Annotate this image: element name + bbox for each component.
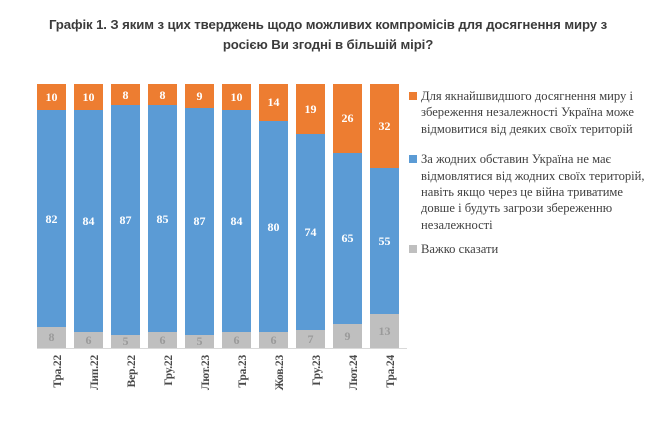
bar-segment-bottom[interactable]: 6 [222,332,251,348]
bar-segment-top[interactable]: 32 [370,84,399,168]
bar-segment-middle[interactable]: 55 [370,168,399,313]
legend-swatch-gray [409,245,417,253]
x-axis-tick-label: Тра.24 [370,353,399,419]
bar-segment-top[interactable]: 10 [222,84,251,110]
bar-segment-top[interactable]: 8 [111,84,140,105]
bar-value-label: 82 [46,213,58,225]
bar-segment-bottom[interactable]: 9 [333,324,362,348]
bar-value-label: 55 [379,235,391,247]
legend-item[interactable]: За жодних обставин Україна не має відмов… [409,151,649,233]
bar-value-label: 8 [49,331,55,343]
bar-value-label: 80 [268,221,280,233]
bar-value-label: 32 [379,120,391,132]
bar-segment-middle[interactable]: 87 [111,105,140,335]
bar-value-label: 10 [231,91,243,103]
bar-value-label: 87 [194,215,206,227]
bar-segment-middle[interactable]: 84 [74,110,103,332]
bar-value-label: 13 [379,325,391,337]
bar-segment-middle[interactable]: 82 [37,110,66,326]
bar-segment-middle[interactable]: 80 [259,121,288,332]
x-axis-tick-label: Лют.24 [333,353,362,419]
bar-segment-top[interactable]: 9 [185,84,214,108]
bar-column[interactable]: 26 65 9 [333,84,362,348]
bar-column[interactable]: 9 87 5 [185,84,214,348]
bar-segment-middle[interactable]: 87 [185,108,214,335]
chart-title: Графік 1. З яким з цих тверджень щодо мо… [38,15,618,55]
bar-segment-top[interactable]: 19 [296,84,325,134]
bar-value-label: 85 [157,213,169,225]
x-axis-tick-label: Жов.23 [259,353,288,419]
x-axis-tick-label: Лип.22 [74,353,103,419]
bar-column[interactable]: 19 74 7 [296,84,325,348]
bar-value-label: 74 [305,226,317,238]
bar-value-label: 7 [308,333,314,345]
x-axis-tick-label: Гру.23 [296,353,325,419]
bar-value-label: 6 [86,334,92,346]
bar-value-label: 5 [123,335,129,347]
legend-label: Для якнайшвидшого досягнення миру і збер… [421,88,647,137]
bar-segment-top[interactable]: 10 [37,84,66,110]
x-axis-tick-label: Тра.23 [222,353,251,419]
x-axis-tick-label: Тра.22 [37,353,66,419]
bar-value-label: 26 [342,112,354,124]
bar-segment-bottom[interactable]: 7 [296,330,325,348]
bar-column[interactable]: 8 87 5 [111,84,140,348]
bar-value-label: 84 [83,215,95,227]
chart-container: Графік 1. З яким з цих тверджень щодо мо… [0,0,654,422]
bar-segment-middle[interactable]: 85 [148,105,177,332]
x-axis-tick-label: Гру.22 [148,353,177,419]
bar-segment-bottom[interactable]: 5 [111,335,140,348]
bar-segment-bottom[interactable]: 6 [74,332,103,348]
bar-segment-bottom[interactable]: 6 [259,332,288,348]
bar-segment-middle[interactable]: 65 [333,153,362,325]
bar-column[interactable]: 10 82 8 [37,84,66,348]
bar-value-label: 84 [231,215,243,227]
x-axis-tick-label: Лют.23 [185,353,214,419]
legend-item[interactable]: Важко сказати [409,241,649,257]
bar-column[interactable]: 14 80 6 [259,84,288,348]
bar-value-label: 87 [120,214,132,226]
bar-segment-top[interactable]: 26 [333,84,362,153]
legend-swatch-orange [409,92,417,100]
bar-value-label: 8 [160,89,166,101]
legend-item[interactable]: Для якнайшвидшого досягнення миру і збер… [409,88,649,137]
bar-value-label: 10 [83,91,95,103]
plot-area: 10 82 8 10 84 6 8 87 5 8 85 6 9 87 5 10 84 6 14 80 6 19 74 7 26 6… [37,84,407,348]
bar-column[interactable]: 32 55 13 [370,84,399,348]
bar-segment-middle[interactable]: 74 [296,134,325,329]
bar-segment-bottom[interactable]: 6 [148,332,177,348]
bar-segment-bottom[interactable]: 8 [37,327,66,348]
bar-column[interactable]: 10 84 6 [222,84,251,348]
bar-value-label: 19 [305,103,317,115]
chart-legend: Для якнайшвидшого досягнення миру і збер… [409,88,649,272]
bar-value-label: 10 [46,91,58,103]
bar-value-label: 6 [271,334,277,346]
bar-value-label: 9 [345,330,351,342]
bar-segment-bottom[interactable]: 5 [185,335,214,348]
bar-segment-top[interactable]: 14 [259,84,288,121]
bar-segment-top[interactable]: 8 [148,84,177,105]
x-axis-tick-label: Вер.22 [111,353,140,419]
bar-segment-top[interactable]: 10 [74,84,103,110]
bar-column[interactable]: 8 85 6 [148,84,177,348]
bar-column[interactable]: 10 84 6 [74,84,103,348]
bar-segment-middle[interactable]: 84 [222,110,251,332]
legend-label: За жодних обставин Україна не має відмов… [421,151,647,233]
bar-value-label: 65 [342,232,354,244]
bar-value-label: 14 [268,96,280,108]
bar-segment-bottom[interactable]: 13 [370,314,399,348]
legend-label: Важко сказати [421,241,498,257]
x-axis: Тра.22 Лип.22 Вер.22 Гру.22 Лют.23 Тра.23 Жов.… [37,348,407,421]
bar-value-label: 8 [123,89,129,101]
legend-swatch-blue [409,155,417,163]
bar-value-label: 6 [160,334,166,346]
bar-value-label: 9 [197,90,203,102]
bar-value-label: 6 [234,334,240,346]
bar-value-label: 5 [197,335,203,347]
